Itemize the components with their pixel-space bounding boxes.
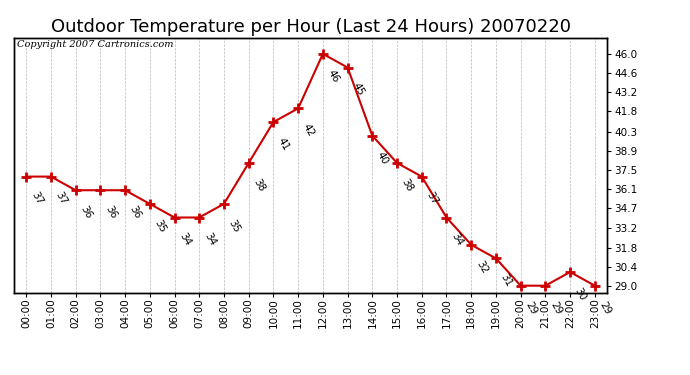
Text: 29: 29 [524, 300, 539, 316]
Text: 29: 29 [598, 300, 613, 316]
Text: 45: 45 [351, 81, 366, 98]
Text: 38: 38 [251, 177, 267, 194]
Text: 36: 36 [79, 204, 94, 220]
Text: 34: 34 [177, 231, 193, 248]
Text: 29: 29 [548, 300, 564, 316]
Text: 46: 46 [326, 68, 341, 84]
Text: 40: 40 [375, 150, 391, 166]
Text: 34: 34 [449, 231, 464, 248]
Text: 31: 31 [499, 272, 514, 289]
Text: 37: 37 [54, 190, 69, 207]
Title: Outdoor Temperature per Hour (Last 24 Hours) 20070220: Outdoor Temperature per Hour (Last 24 Ho… [50, 18, 571, 36]
Text: 42: 42 [301, 122, 316, 139]
Text: 37: 37 [29, 190, 44, 207]
Text: 36: 36 [128, 204, 143, 220]
Text: 34: 34 [202, 231, 217, 248]
Text: 32: 32 [474, 259, 489, 275]
Text: 37: 37 [424, 190, 440, 207]
Text: 38: 38 [400, 177, 415, 194]
Text: 35: 35 [152, 218, 168, 234]
Text: 35: 35 [227, 218, 242, 234]
Text: Copyright 2007 Cartronics.com: Copyright 2007 Cartronics.com [17, 40, 173, 49]
Text: 41: 41 [276, 136, 291, 152]
Text: 36: 36 [103, 204, 119, 220]
Text: 30: 30 [573, 286, 588, 302]
